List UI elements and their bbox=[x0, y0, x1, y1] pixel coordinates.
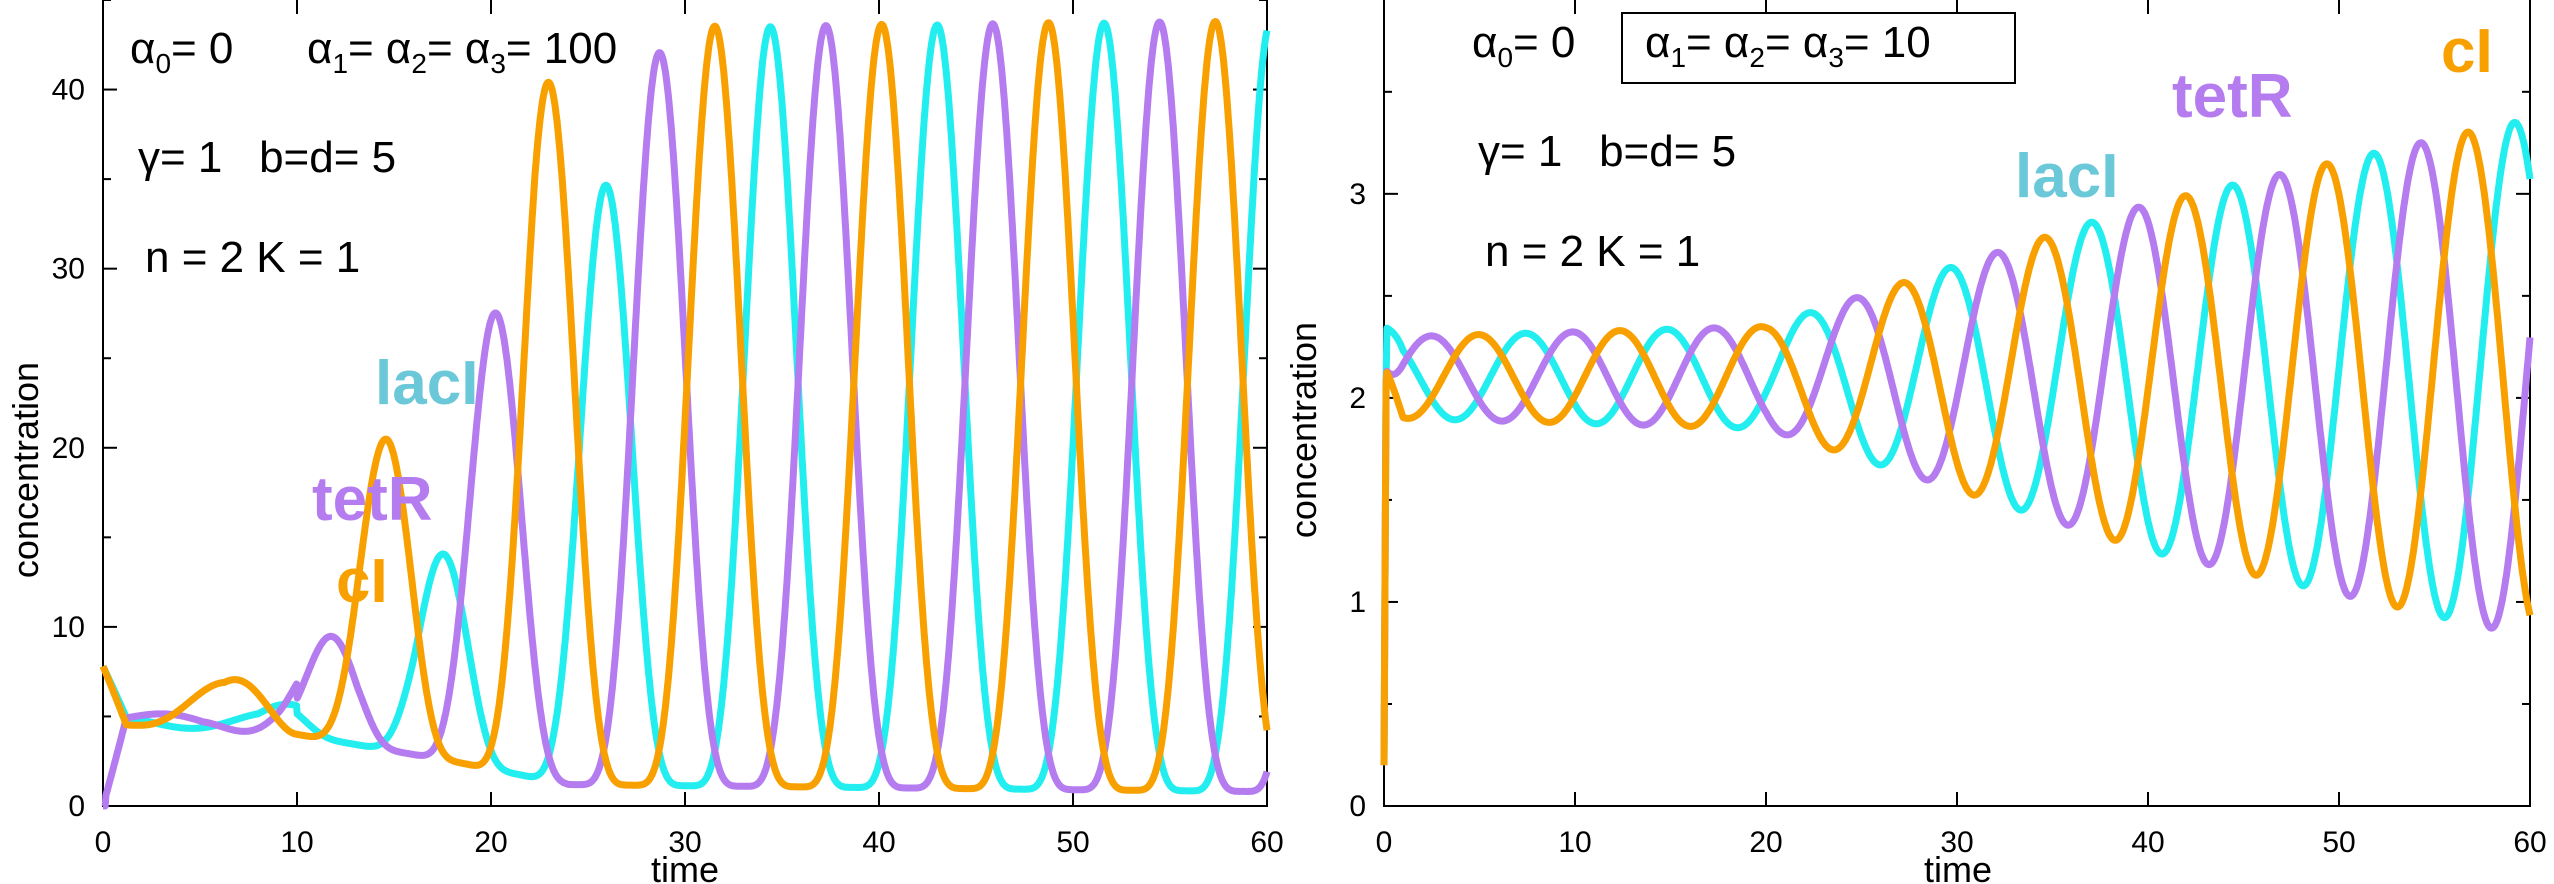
left-param-n-k: n = 2 K = 1 bbox=[145, 233, 360, 282]
left-x-axis-title: time bbox=[651, 849, 719, 884]
left-y-tick-label: 40 bbox=[52, 74, 85, 107]
left-y-tick-label: 30 bbox=[52, 253, 85, 286]
left-y-axis-title: concentration bbox=[5, 362, 46, 578]
right-x-tick-label: 20 bbox=[1749, 826, 1782, 859]
right-parameters: α0= 0 α1= α2= α3= 10 γ= 1 b=d= 5 n = 2 K… bbox=[1472, 12, 2016, 276]
right-chart: 0 10 20 30 40 50 60 0 1 2 3 time concentration α0=… bbox=[1283, 0, 2547, 884]
right-param-gamma-bd: γ= 1 b=d= 5 bbox=[1478, 127, 1736, 176]
right-param-alpha0: α0= 0 bbox=[1472, 18, 1575, 73]
right-alpha-box bbox=[1621, 12, 2016, 84]
right-param-n-k: n = 2 K = 1 bbox=[1485, 227, 1700, 276]
right-x-tick-label: 10 bbox=[1558, 826, 1591, 859]
left-parameters: α0= 0 α1= α2= α3= 100 γ= 1 b=d= 5 n = 2 … bbox=[130, 24, 617, 282]
right-x-tick-label: 60 bbox=[2513, 826, 2546, 859]
left-param-alpha0: α0= 0 bbox=[130, 24, 233, 79]
left-param-gamma-bd: γ= 1 b=d= 5 bbox=[138, 133, 396, 182]
left-y-tick-label: 20 bbox=[52, 432, 85, 465]
left-series-curves bbox=[99, 18, 1271, 810]
left-label-laci: lacI bbox=[375, 349, 478, 418]
left-y-tick-label: 0 bbox=[68, 790, 85, 823]
left-label-tetr: tetR bbox=[312, 465, 433, 534]
right-x-axis-title: time bbox=[1924, 849, 1992, 884]
right-y-tick-label: 1 bbox=[1349, 586, 1366, 619]
left-param-alphas: α1= α2= α3= 100 bbox=[307, 24, 617, 79]
right-series-laci bbox=[1380, 118, 2534, 766]
left-x-tick-label: 10 bbox=[280, 826, 313, 859]
right-y-axis-title: concentration bbox=[1283, 322, 1324, 538]
left-x-tick-label: 60 bbox=[1250, 826, 1283, 859]
left-x-tick-label: 50 bbox=[1056, 826, 1089, 859]
right-label-laci: lacI bbox=[2015, 142, 2118, 211]
right-x-tick-label: 40 bbox=[2131, 826, 2164, 859]
right-y-tick-label: 2 bbox=[1349, 382, 1366, 415]
left-x-tick-label: 0 bbox=[95, 826, 112, 859]
left-series-laci bbox=[99, 19, 1271, 795]
right-x-tick-label: 30 bbox=[1940, 826, 1973, 859]
left-label-ci: cI bbox=[336, 547, 388, 616]
left-x-tick-label: 30 bbox=[668, 826, 701, 859]
right-param-alphas: α1= α2= α3= 10 bbox=[1645, 18, 1931, 73]
left-axis-ticks: 0 10 20 30 40 50 60 0 10 20 30 40 bbox=[52, 0, 1284, 859]
right-series-curves bbox=[1380, 118, 2534, 766]
right-x-tick-label: 0 bbox=[1376, 826, 1393, 859]
left-x-tick-label: 40 bbox=[862, 826, 895, 859]
left-chart: 0 10 20 30 40 50 60 0 10 20 30 40 time concentratio… bbox=[5, 0, 1284, 884]
right-x-tick-label: 50 bbox=[2322, 826, 2355, 859]
left-series-ci bbox=[99, 18, 1271, 794]
right-series-ci bbox=[1380, 128, 2534, 766]
left-x-tick-label: 20 bbox=[474, 826, 507, 859]
right-y-tick-label: 0 bbox=[1349, 790, 1366, 823]
left-y-tick-label: 10 bbox=[52, 611, 85, 644]
right-series-tetr bbox=[1380, 139, 2534, 766]
right-label-ci: cI bbox=[2441, 17, 2493, 86]
right-label-tetr: tetR bbox=[2172, 62, 2293, 131]
right-y-tick-label: 3 bbox=[1349, 178, 1366, 211]
right-axis-ticks: 0 10 20 30 40 50 60 0 1 2 3 bbox=[1349, 0, 2547, 859]
